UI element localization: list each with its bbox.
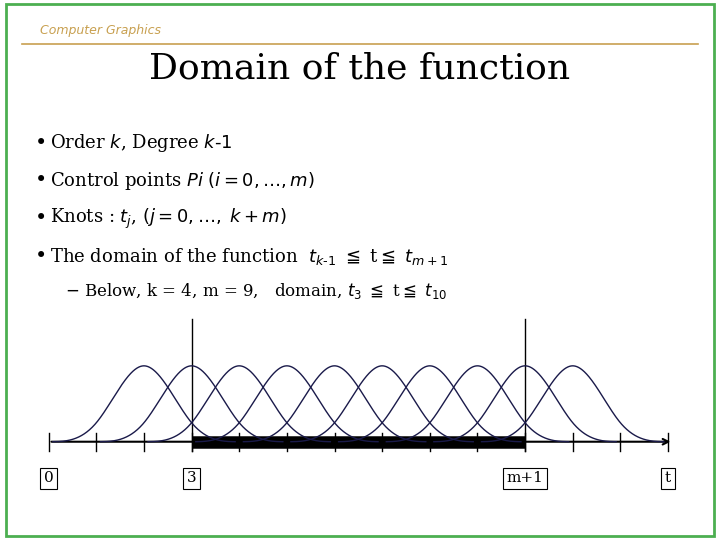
Text: The domain of the function  $t_{k\text{-}1}$ $\leqq$ t$\leqq$ $t_{m+1}$: The domain of the function $t_{k\text{-}…: [50, 246, 449, 267]
Text: Knots : $t_j$, $(j{=}0,\ldots,\;k+m)$: Knots : $t_j$, $(j{=}0,\ldots,\;k+m)$: [50, 207, 287, 231]
Text: •: •: [35, 247, 47, 266]
Text: t: t: [665, 471, 671, 485]
Text: Domain of the function: Domain of the function: [150, 51, 570, 85]
Text: m+1: m+1: [507, 471, 544, 485]
Text: $-$ Below, k = 4, m = 9,   domain, $t_3$ $\leqq$ t$\leqq$ $t_{10}$: $-$ Below, k = 4, m = 9, domain, $t_3$ $…: [65, 280, 447, 301]
Text: Order $k$, Degree $k\text{-}1$: Order $k$, Degree $k\text{-}1$: [50, 132, 233, 154]
Text: Control points $\mathbf{\mathit{Pi}}$ $\mathit{(i{=}0,\ldots,m)}$: Control points $\mathbf{\mathit{Pi}}$ $\…: [50, 170, 315, 192]
Text: 0: 0: [44, 471, 53, 485]
Text: Computer Graphics: Computer Graphics: [40, 24, 161, 37]
Text: 3: 3: [186, 471, 197, 485]
Text: •: •: [35, 133, 47, 153]
Text: •: •: [35, 209, 47, 228]
Text: •: •: [35, 171, 47, 191]
